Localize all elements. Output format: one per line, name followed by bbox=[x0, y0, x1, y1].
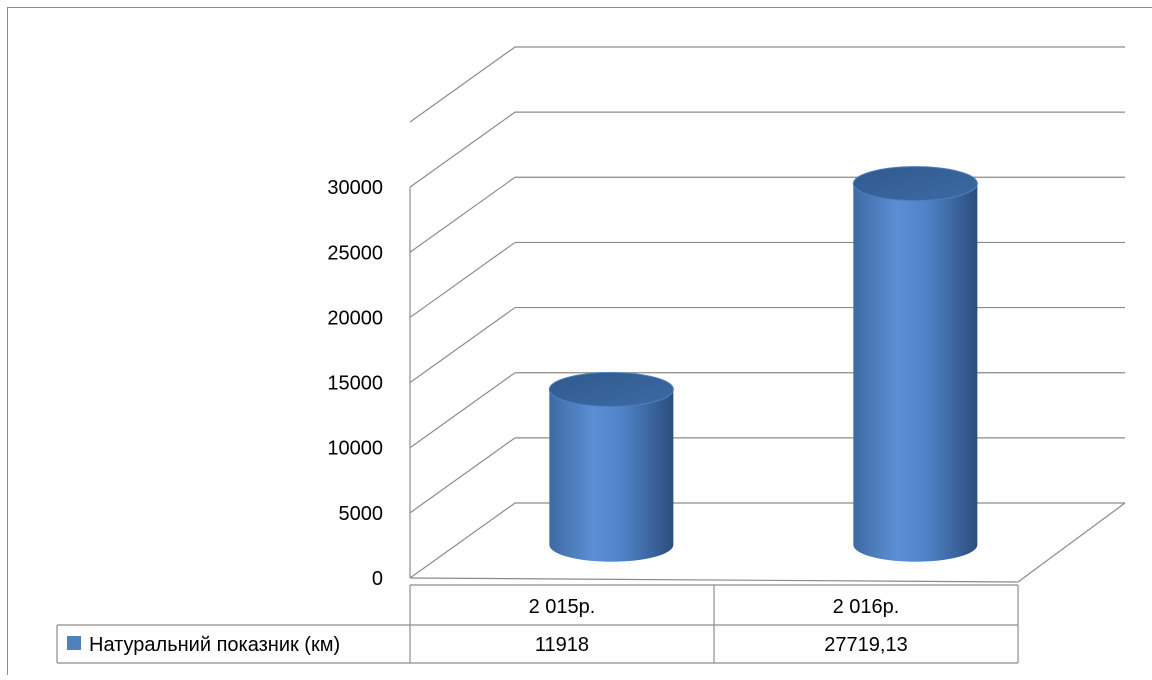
floor-right-edge bbox=[1018, 503, 1125, 582]
side-gridline bbox=[410, 308, 515, 383]
chart-border bbox=[8, 8, 1152, 676]
data-table-value: 11918 bbox=[535, 634, 589, 656]
y-tick-label: 0 bbox=[372, 568, 383, 590]
y-tick-labels: 0 5000 10000 15000 20000 25000 30000 bbox=[327, 177, 383, 590]
data-table-value: 27719,13 bbox=[824, 634, 907, 656]
bar-body bbox=[853, 184, 977, 562]
y-tick-label: 25000 bbox=[327, 242, 383, 264]
bar-top bbox=[853, 167, 977, 201]
side-gridline bbox=[410, 112, 515, 187]
bar bbox=[853, 167, 977, 562]
bar-top bbox=[549, 372, 673, 406]
legend-swatch bbox=[67, 636, 81, 650]
side-gridline bbox=[410, 438, 515, 513]
side-gridline bbox=[410, 177, 515, 252]
data-table: 2 015р. 2 016р. Натуральний показник (км) 1… bbox=[57, 585, 1018, 663]
x-tick-label: 2 016р. bbox=[833, 596, 900, 618]
gridlines bbox=[410, 47, 1125, 582]
y-tick-label: 10000 bbox=[327, 438, 383, 460]
x-tick-label: 2 015р. bbox=[529, 596, 596, 618]
bar bbox=[549, 372, 673, 561]
side-gridline bbox=[410, 373, 515, 448]
floor-front-edge bbox=[410, 578, 1018, 582]
y-tick-label: 30000 bbox=[327, 177, 383, 199]
y-tick-label: 15000 bbox=[327, 373, 383, 395]
bar-body bbox=[549, 389, 673, 561]
y-tick-label: 5000 bbox=[339, 503, 384, 525]
side-gridline bbox=[410, 242, 515, 317]
side-gridline bbox=[410, 503, 515, 578]
legend-label: Натуральний показник (км) bbox=[89, 634, 340, 656]
side-gridline bbox=[410, 47, 515, 122]
y-tick-label: 20000 bbox=[327, 307, 383, 329]
